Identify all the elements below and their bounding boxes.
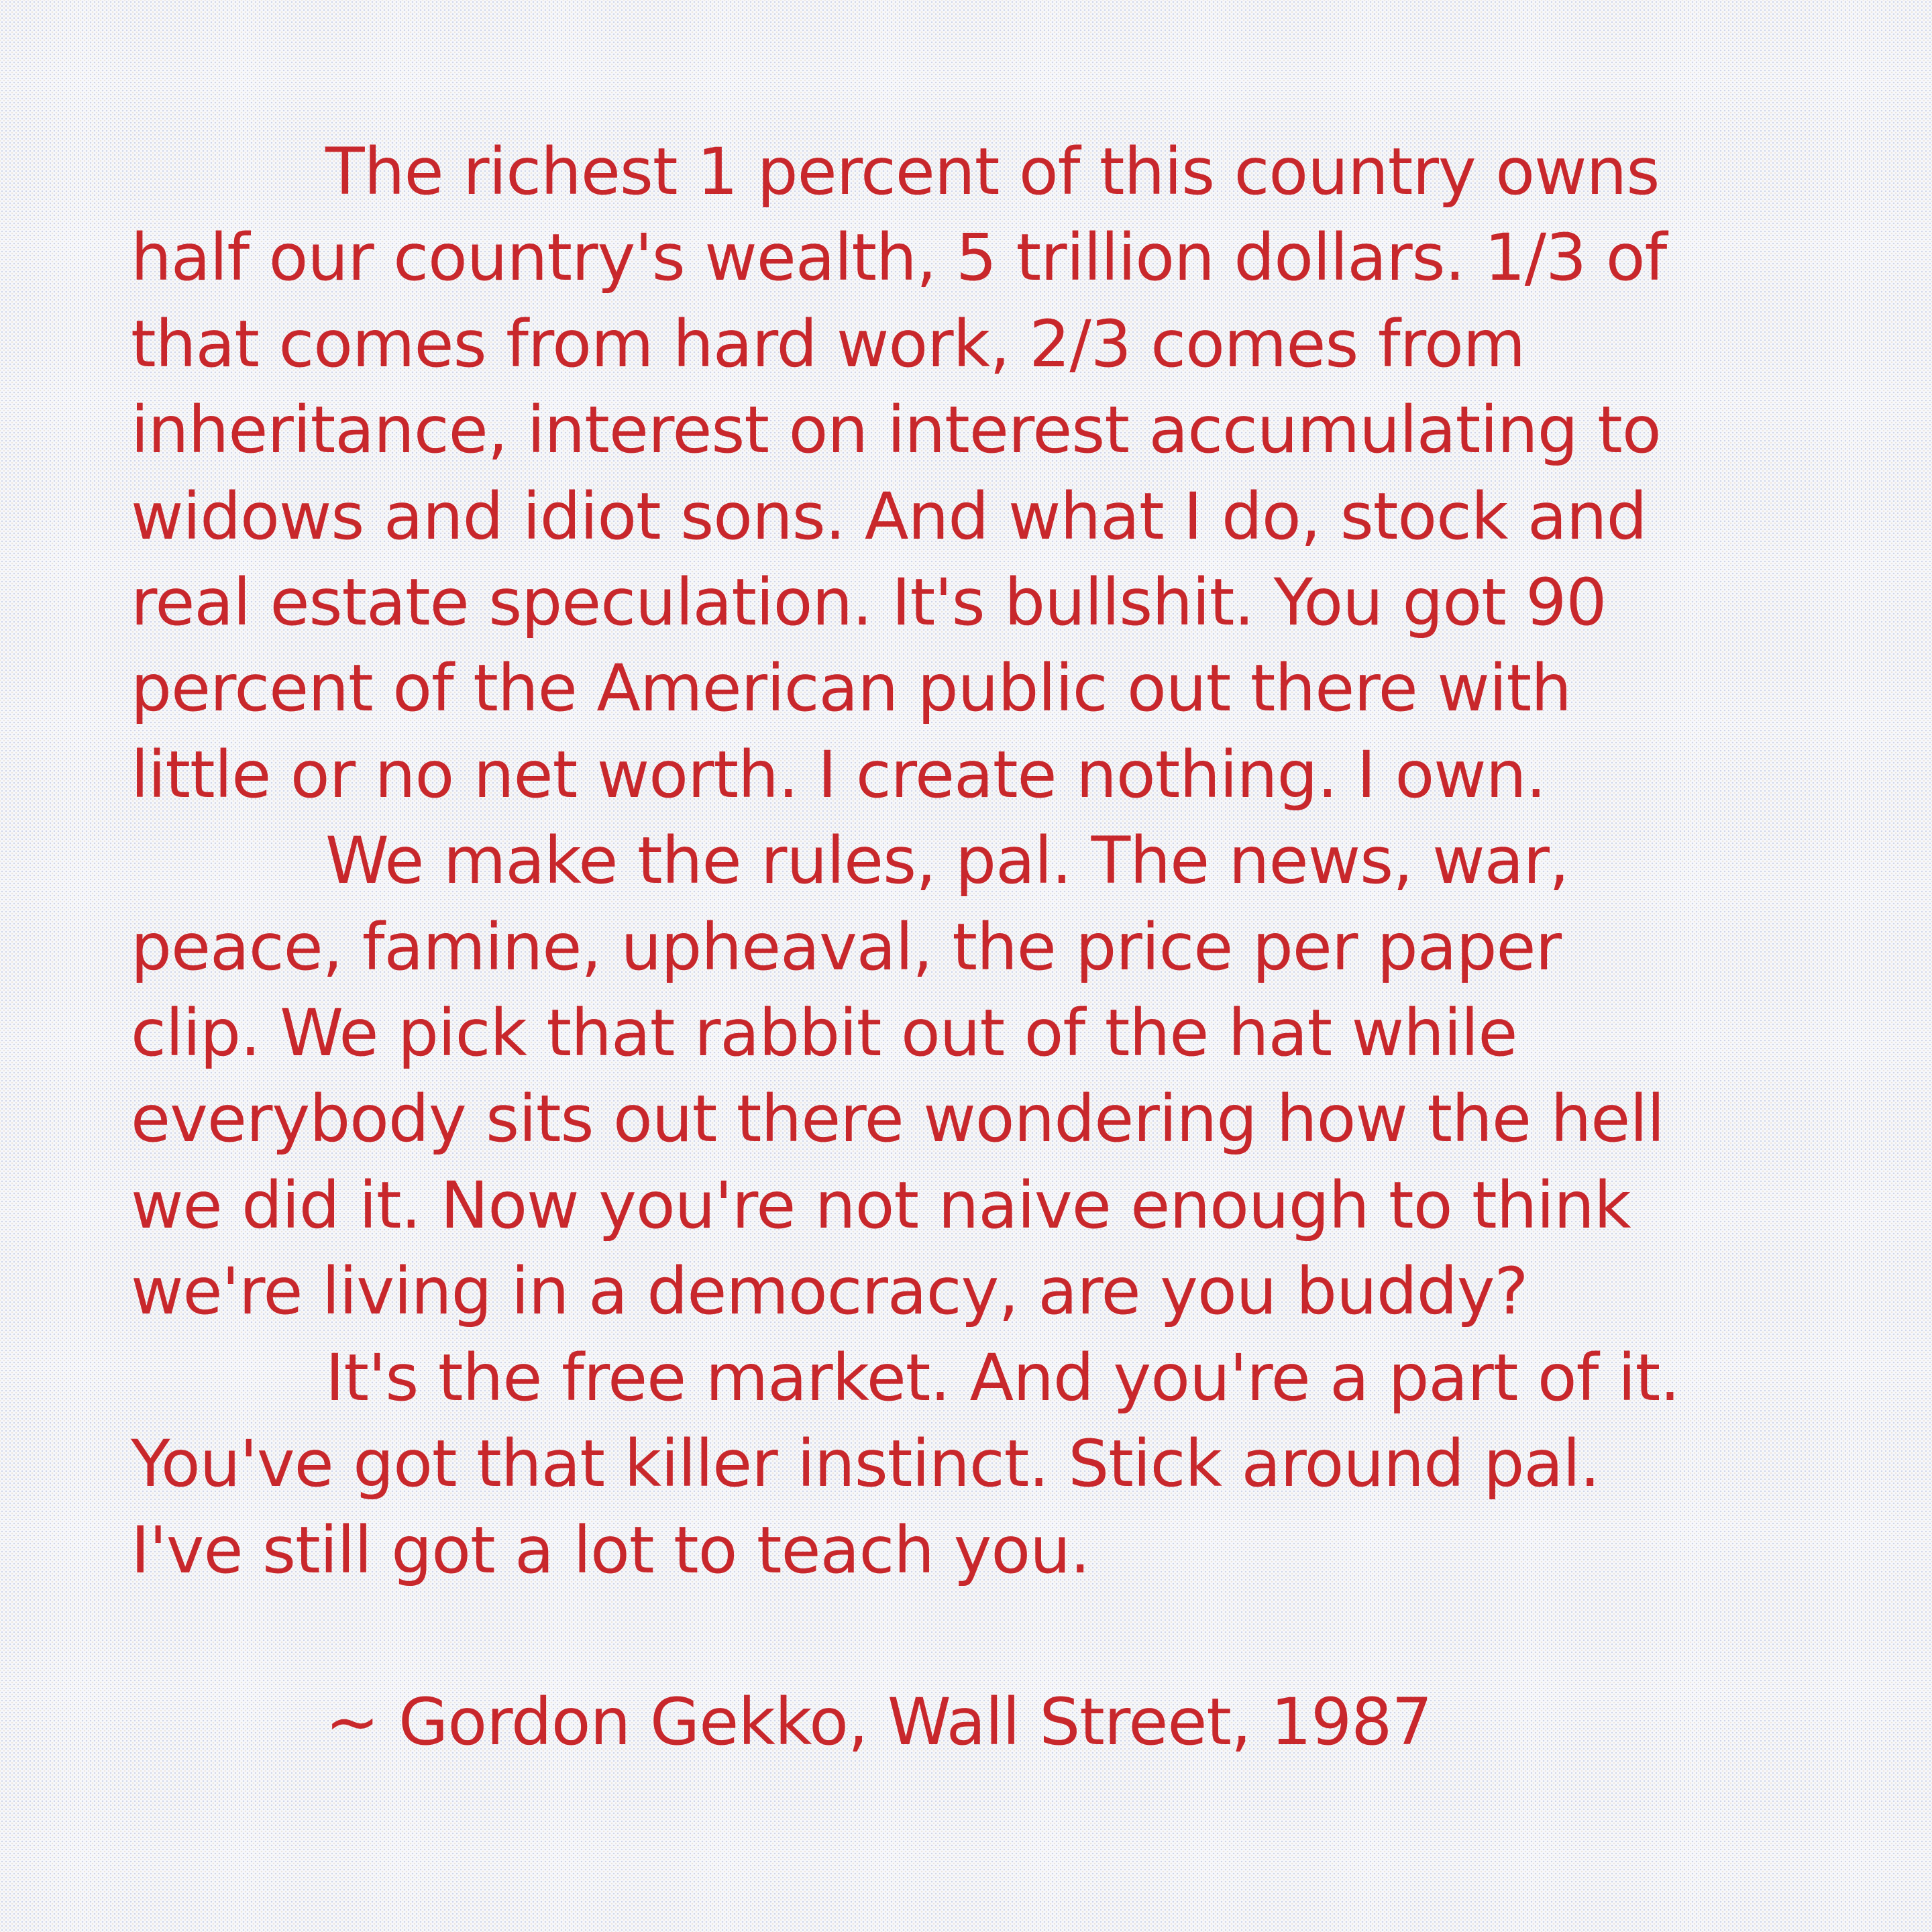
quote-line: widows and idiot sons. And what I do, st… — [131, 478, 1648, 554]
quote-line: little or no net worth. I create nothing… — [131, 737, 1546, 812]
quote-line: we did it. Now you're not naive enough t… — [131, 1167, 1631, 1243]
quote-line: we're living in a democracy, are you bud… — [131, 1254, 1528, 1330]
quote-line: percent of the American public out there… — [131, 651, 1572, 727]
quote-line: peace, famine, upheaval, the price per p… — [131, 909, 1562, 985]
quote-line: You've got that killer instinct. Stick a… — [131, 1426, 1601, 1502]
quote-line: I've still got a lot to teach you. — [131, 1512, 1090, 1588]
quote-line: half our country's wealth, 5 trillion do… — [131, 220, 1667, 296]
quote-block: The richest 1 percent of this country ow… — [131, 129, 1848, 1765]
quote-paragraph-1: The richest 1 percent of this country ow… — [131, 129, 1848, 818]
quote-line: clip. We pick that rabbit out of the hat… — [131, 996, 1517, 1071]
quote-line: everybody sits out there wondering how t… — [131, 1081, 1665, 1157]
quote-line: We make the rules, pal. The news, war, — [325, 823, 1569, 899]
quote-paragraph-3: It's the free market. And you're a part … — [131, 1335, 1848, 1593]
quote-attribution: ~ Gordon Gekko, Wall Street, 1987 — [325, 1684, 1432, 1760]
quote-line: The richest 1 percent of this country ow… — [325, 134, 1660, 209]
quote-line: real estate speculation. It's bullshit. … — [131, 565, 1607, 641]
quote-paragraph-2: We make the rules, pal. The news, war, p… — [131, 818, 1848, 1334]
quote-line: that comes from hard work, 2/3 comes fro… — [131, 306, 1525, 382]
quote-line: It's the free market. And you're a part … — [325, 1340, 1680, 1415]
quote-line: inheritance, interest on interest accumu… — [131, 392, 1662, 468]
